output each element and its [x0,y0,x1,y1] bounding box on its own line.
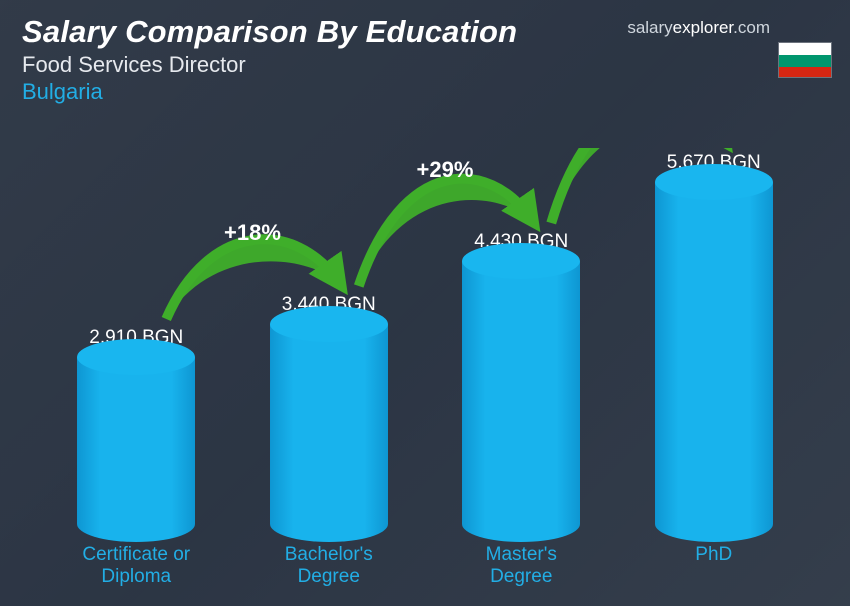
xlabel-2: Master'sDegree [425,542,618,588]
header: Salary Comparison By Education Food Serv… [0,0,850,105]
xlabel-1: Bachelor'sDegree [233,542,426,588]
flag-bulgaria [778,42,832,78]
bar-cyl-3 [655,182,773,542]
bar-1: 3,440 BGN [233,294,426,542]
chart-country: Bulgaria [22,79,850,105]
xlabel-3: PhD [618,542,811,588]
bars-container: 2,910 BGN3,440 BGN4,430 BGN5,670 BGN [40,148,810,542]
bar-2: 4,430 BGN [425,231,618,542]
flag-stripe-0 [779,43,831,55]
bar-3: 5,670 BGN [618,152,811,542]
bar-cyl-2 [462,261,580,542]
bar-0: 2,910 BGN [40,327,233,542]
attrib-mid: explorer [673,18,733,37]
chart-subtitle: Food Services Director [22,52,850,78]
attrib-pre: salary [627,18,672,37]
x-labels: Certificate orDiplomaBachelor'sDegreeMas… [40,542,810,588]
bar-cyl-1 [270,324,388,542]
attribution: salaryexplorer.com [627,18,770,38]
attrib-suf: .com [733,18,770,37]
bar-chart: 2,910 BGN3,440 BGN4,430 BGN5,670 BGN +18… [40,148,810,588]
xlabel-0: Certificate orDiploma [40,542,233,588]
flag-stripe-1 [779,55,831,67]
flag-stripe-2 [779,67,831,78]
bar-cyl-0 [77,357,195,542]
